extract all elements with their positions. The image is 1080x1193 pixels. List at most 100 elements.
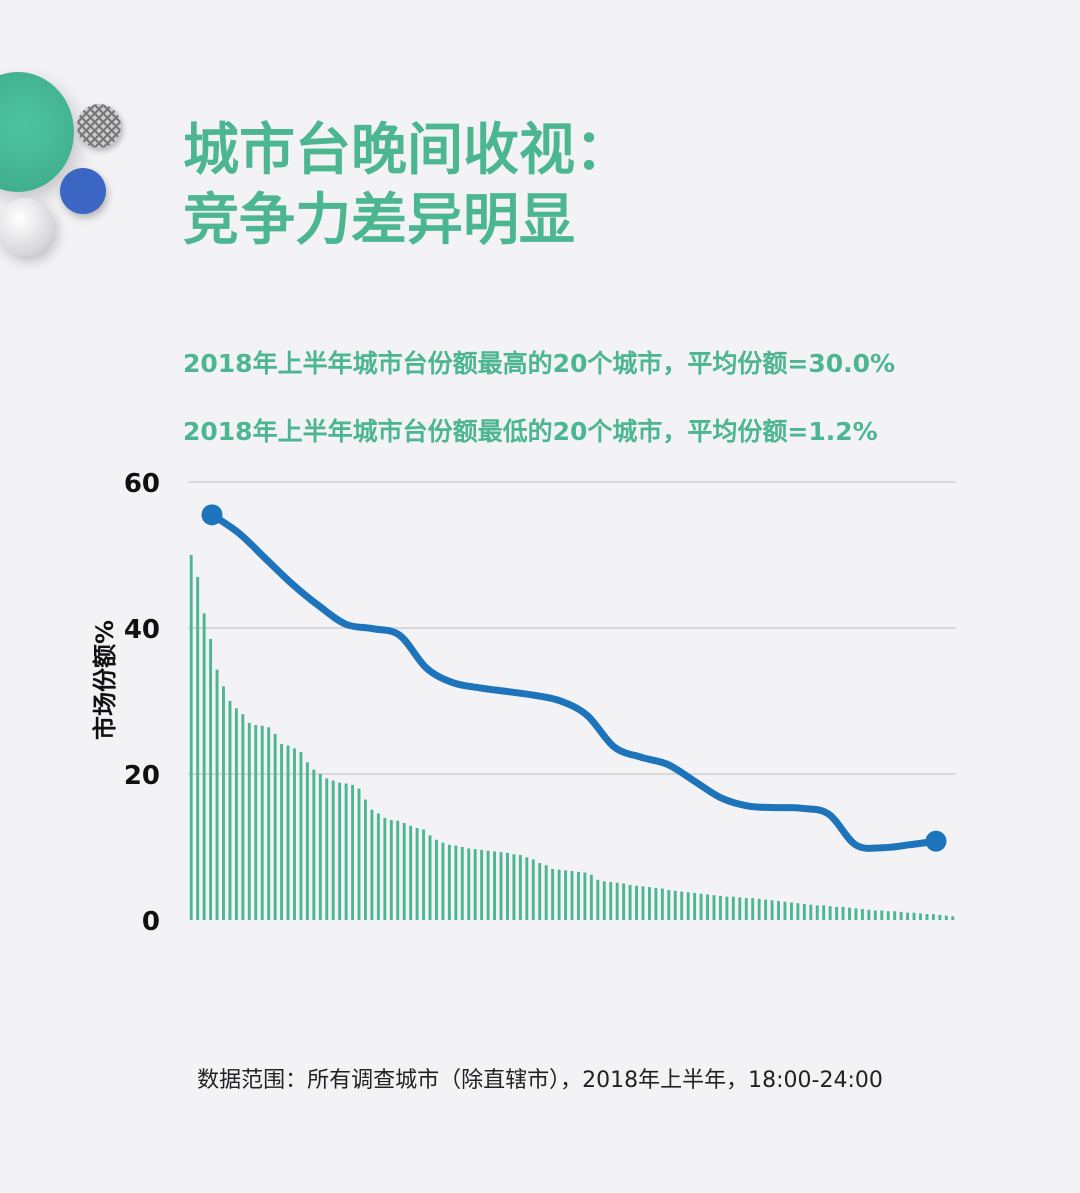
subtitle-bottom20: 2018年上半年城市台份额最低的20个城市，平均份额=1.2%: [183, 417, 878, 446]
bar: [460, 847, 464, 920]
page-title: 城市台晚间收视： 竞争力差异明显: [183, 116, 631, 256]
bar: [725, 896, 729, 920]
bar: [441, 842, 445, 920]
bar: [944, 915, 948, 920]
bar: [848, 907, 851, 920]
bar: [499, 852, 503, 920]
bar: [215, 669, 219, 920]
bar: [783, 901, 787, 920]
page-title-line-2: 竞争力差异明显: [183, 188, 575, 253]
bar: [699, 893, 703, 920]
bar: [602, 881, 606, 920]
bar: [512, 854, 516, 920]
bar: [370, 809, 374, 920]
bar: [731, 896, 735, 920]
bar: [525, 857, 529, 920]
bar: [409, 825, 413, 920]
bar: [415, 828, 419, 920]
bar: [635, 885, 638, 920]
bar: [273, 733, 277, 920]
bar: [751, 898, 755, 920]
bar: [893, 911, 897, 920]
grid-lines: [188, 481, 956, 775]
bar: [357, 788, 361, 920]
bar: [473, 849, 477, 920]
bar: [241, 714, 245, 920]
bar: [712, 895, 716, 920]
line-start-point: [201, 504, 223, 526]
bar: [280, 744, 284, 920]
bar: [480, 849, 484, 920]
bar: [312, 769, 316, 920]
bar: [189, 555, 193, 920]
bar: [467, 848, 471, 920]
bar: [454, 845, 458, 920]
y-axis-label: 市场份额%: [91, 620, 119, 740]
bar: [331, 780, 335, 920]
bar: [925, 914, 929, 920]
bar: [809, 904, 813, 920]
bar: [583, 872, 587, 920]
bar-series: [189, 555, 955, 920]
bar: [867, 909, 871, 920]
y-axis-ticks: 0 20 40 60: [124, 469, 160, 937]
bar: [299, 752, 303, 920]
bar: [202, 613, 206, 920]
bar: [938, 914, 942, 920]
bar: [854, 908, 858, 920]
bar: [589, 874, 593, 920]
bar: [364, 799, 367, 920]
bar: [764, 899, 768, 920]
bar: [744, 898, 748, 920]
bar: [835, 906, 839, 920]
bar: [538, 863, 542, 920]
bar: [686, 892, 690, 920]
bar: [647, 887, 651, 920]
bar: [305, 762, 309, 920]
bar: [899, 911, 903, 920]
bar: [557, 869, 561, 920]
bar: [260, 725, 264, 920]
bar: [828, 906, 832, 920]
bar: [428, 835, 432, 920]
bar: [318, 774, 322, 920]
bar: [770, 900, 774, 920]
bar: [389, 819, 393, 920]
decor-silver-circle: [0, 198, 54, 256]
bar: [196, 576, 200, 920]
bar: [228, 701, 232, 920]
bar: [518, 855, 522, 920]
y-tick-label: 0: [142, 907, 160, 937]
y-tick-label: 40: [124, 615, 160, 645]
bar: [693, 892, 697, 920]
y-tick-label: 20: [124, 761, 160, 791]
bar: [351, 784, 355, 920]
y-tick-label: 60: [124, 469, 160, 499]
bar: [628, 884, 632, 920]
bar: [344, 783, 348, 920]
bar: [796, 903, 800, 920]
bar: [402, 822, 406, 920]
line-series: [201, 504, 947, 852]
bar: [706, 894, 709, 920]
bar: [906, 912, 910, 920]
bar: [254, 725, 258, 920]
bar: [286, 745, 290, 920]
bar: [951, 916, 955, 920]
bar: [447, 844, 451, 920]
bar: [551, 868, 555, 920]
bar: [435, 839, 438, 920]
bar: [506, 852, 509, 920]
bar: [234, 708, 238, 920]
bar: [860, 909, 864, 920]
data-source-note: 数据范围：所有调查城市（除直辖市），2018年上半年，18:00-24:00: [197, 1068, 883, 1093]
bar: [654, 887, 658, 920]
bar: [531, 859, 535, 920]
bar: [422, 829, 426, 920]
bar: [673, 890, 677, 920]
bar: [919, 913, 922, 920]
bar: [486, 850, 490, 920]
bar: [880, 910, 884, 920]
bar: [931, 914, 935, 920]
